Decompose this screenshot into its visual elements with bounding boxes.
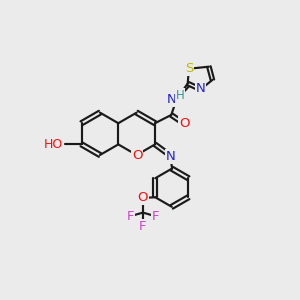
Text: F: F <box>127 210 134 223</box>
Text: F: F <box>139 220 147 233</box>
Text: F: F <box>152 210 159 223</box>
Text: S: S <box>185 62 193 75</box>
Text: HO: HO <box>44 138 63 151</box>
Text: O: O <box>179 117 190 130</box>
Text: N: N <box>196 82 206 95</box>
Text: H: H <box>176 89 184 102</box>
Text: O: O <box>138 191 148 204</box>
Text: N: N <box>166 150 175 163</box>
Text: O: O <box>132 149 142 162</box>
Text: N: N <box>166 93 176 106</box>
